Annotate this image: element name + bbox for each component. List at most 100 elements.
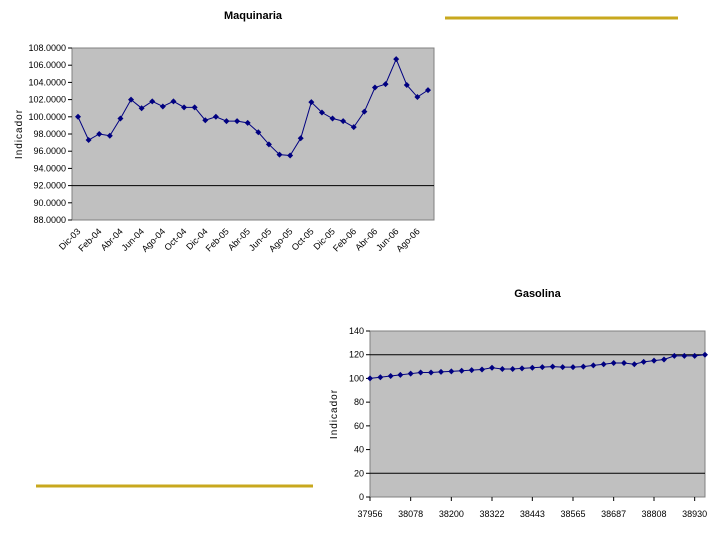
y-axis-label: Indicador: [329, 389, 340, 439]
x-tick-label: 38565: [560, 509, 585, 519]
x-tick-label: Feb-06: [331, 226, 358, 253]
data-point: [377, 374, 384, 381]
y-tick-label: 106.0000: [28, 60, 66, 70]
data-point: [202, 117, 209, 124]
y-tick-label: 120: [349, 350, 364, 360]
data-point: [671, 352, 678, 359]
x-tick-label: 38443: [520, 509, 545, 519]
chart-title: Gasolina: [514, 288, 561, 300]
data-point: [367, 375, 373, 382]
data-point: [329, 115, 336, 122]
data-point: [549, 363, 556, 370]
data-point: [340, 118, 347, 125]
y-tick-label: 92.0000: [33, 181, 66, 191]
x-tick-label: Feb-04: [76, 226, 103, 253]
data-point: [106, 132, 113, 139]
data-point: [448, 368, 455, 375]
y-tick-label: 90.0000: [33, 198, 66, 208]
y-tick-label: 80: [354, 397, 364, 407]
data-point: [149, 98, 156, 105]
data-point: [519, 365, 525, 372]
data-point: [159, 103, 166, 110]
data-point: [702, 351, 708, 358]
x-tick-label: Oct-04: [162, 226, 188, 252]
x-tick-label: 38200: [439, 509, 464, 519]
x-tick-label: Oct-05: [290, 226, 316, 252]
data-point: [170, 98, 177, 105]
series-line: [369, 354, 706, 379]
data-point: [509, 365, 516, 372]
data-point: [479, 366, 485, 373]
data-point: [661, 356, 667, 363]
data-point: [468, 367, 475, 374]
y-tick-label: 0: [359, 492, 364, 502]
data-point: [425, 87, 431, 94]
x-tick-label: 38930: [682, 509, 707, 519]
y-tick-label: 108.0000: [28, 43, 66, 53]
data-point: [600, 361, 607, 368]
data-point: [318, 109, 325, 116]
y-axis-label: Indicador: [14, 109, 25, 159]
data-point: [539, 364, 546, 371]
y-tick-label: 104.0000: [28, 77, 66, 87]
data-point: [234, 118, 241, 125]
data-point: [85, 137, 92, 144]
data-point: [691, 352, 698, 359]
data-point: [590, 362, 597, 369]
x-tick-label: Feb-05: [204, 226, 231, 253]
y-tick-label: 88.0000: [33, 215, 66, 225]
y-tick-label: 96.0000: [33, 146, 66, 156]
x-tick-label: 37956: [357, 509, 382, 519]
data-point: [403, 81, 410, 88]
x-tick-label: Ago-05: [267, 226, 295, 254]
data-point: [559, 364, 566, 371]
y-tick-label: 98.0000: [33, 129, 66, 139]
chart-title: Maquinaria: [224, 10, 283, 22]
plot-area: [369, 330, 706, 498]
data-point: [191, 104, 198, 111]
data-point: [117, 115, 124, 122]
data-point: [438, 368, 444, 375]
data-point: [397, 371, 404, 378]
data-point: [308, 99, 315, 106]
plot-area: [71, 47, 435, 221]
data-point: [382, 81, 389, 88]
y-tick-label: 20: [354, 468, 364, 478]
y-tick-label: 100.0000: [28, 112, 66, 122]
data-point: [96, 131, 103, 137]
data-point: [640, 358, 647, 365]
y-tick-label: 40: [354, 445, 364, 455]
data-point: [276, 151, 283, 158]
x-tick-label: 38687: [601, 509, 626, 519]
data-point: [138, 105, 145, 112]
data-point: [458, 367, 465, 374]
data-point: [610, 360, 617, 367]
data-point: [128, 96, 135, 103]
data-point: [244, 119, 251, 126]
data-point: [499, 365, 506, 372]
data-point: [428, 369, 434, 376]
data-point: [407, 370, 414, 377]
data-point: [651, 357, 657, 364]
data-point: [371, 84, 378, 91]
data-point: [681, 352, 688, 359]
data-point: [393, 56, 400, 63]
x-tick-label: 38078: [398, 509, 423, 519]
y-tick-label: 94.0000: [33, 163, 66, 173]
data-point: [287, 152, 294, 159]
y-tick-label: 102.0000: [28, 95, 66, 105]
data-point: [414, 94, 421, 101]
data-point: [417, 369, 424, 376]
y-tick-label: 60: [354, 421, 364, 431]
y-tick-label: 140: [349, 326, 364, 336]
x-tick-label: Ago-04: [140, 226, 168, 254]
y-tick-label: 100: [349, 373, 364, 383]
x-tick-label: 38322: [479, 509, 504, 519]
data-point: [529, 364, 536, 371]
x-tick-label: 38808: [641, 509, 666, 519]
data-point: [489, 364, 495, 371]
data-point: [212, 113, 219, 120]
data-point: [621, 360, 627, 367]
